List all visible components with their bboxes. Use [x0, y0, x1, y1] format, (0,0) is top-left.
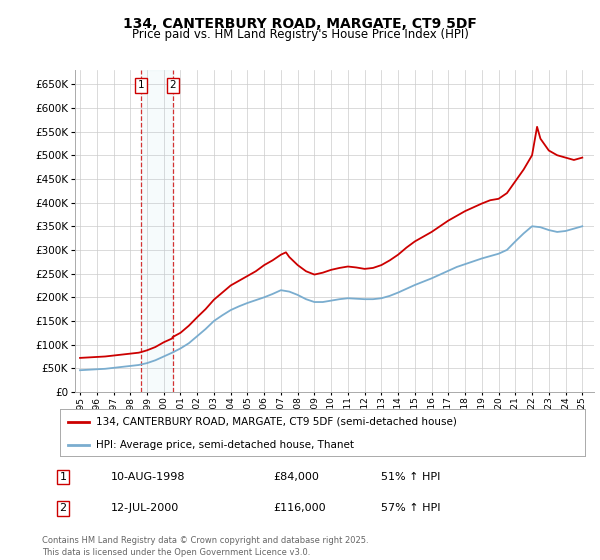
Text: 57% ↑ HPI: 57% ↑ HPI	[381, 503, 440, 514]
Text: 51% ↑ HPI: 51% ↑ HPI	[381, 472, 440, 482]
Text: Contains HM Land Registry data © Crown copyright and database right 2025.
This d: Contains HM Land Registry data © Crown c…	[42, 536, 368, 557]
Text: £116,000: £116,000	[273, 503, 326, 514]
Text: £84,000: £84,000	[273, 472, 319, 482]
Text: 134, CANTERBURY ROAD, MARGATE, CT9 5DF: 134, CANTERBURY ROAD, MARGATE, CT9 5DF	[123, 17, 477, 31]
Bar	[140, 70, 173, 392]
Text: 10-AUG-1998: 10-AUG-1998	[111, 472, 185, 482]
Text: 1: 1	[137, 80, 144, 90]
Text: 2: 2	[59, 503, 67, 514]
Text: HPI: Average price, semi-detached house, Thanet: HPI: Average price, semi-detached house,…	[96, 440, 354, 450]
Text: Price paid vs. HM Land Registry's House Price Index (HPI): Price paid vs. HM Land Registry's House …	[131, 28, 469, 41]
Text: 134, CANTERBURY ROAD, MARGATE, CT9 5DF (semi-detached house): 134, CANTERBURY ROAD, MARGATE, CT9 5DF (…	[96, 417, 457, 427]
Text: 12-JUL-2000: 12-JUL-2000	[111, 503, 179, 514]
Text: 1: 1	[59, 472, 67, 482]
Text: 2: 2	[169, 80, 176, 90]
